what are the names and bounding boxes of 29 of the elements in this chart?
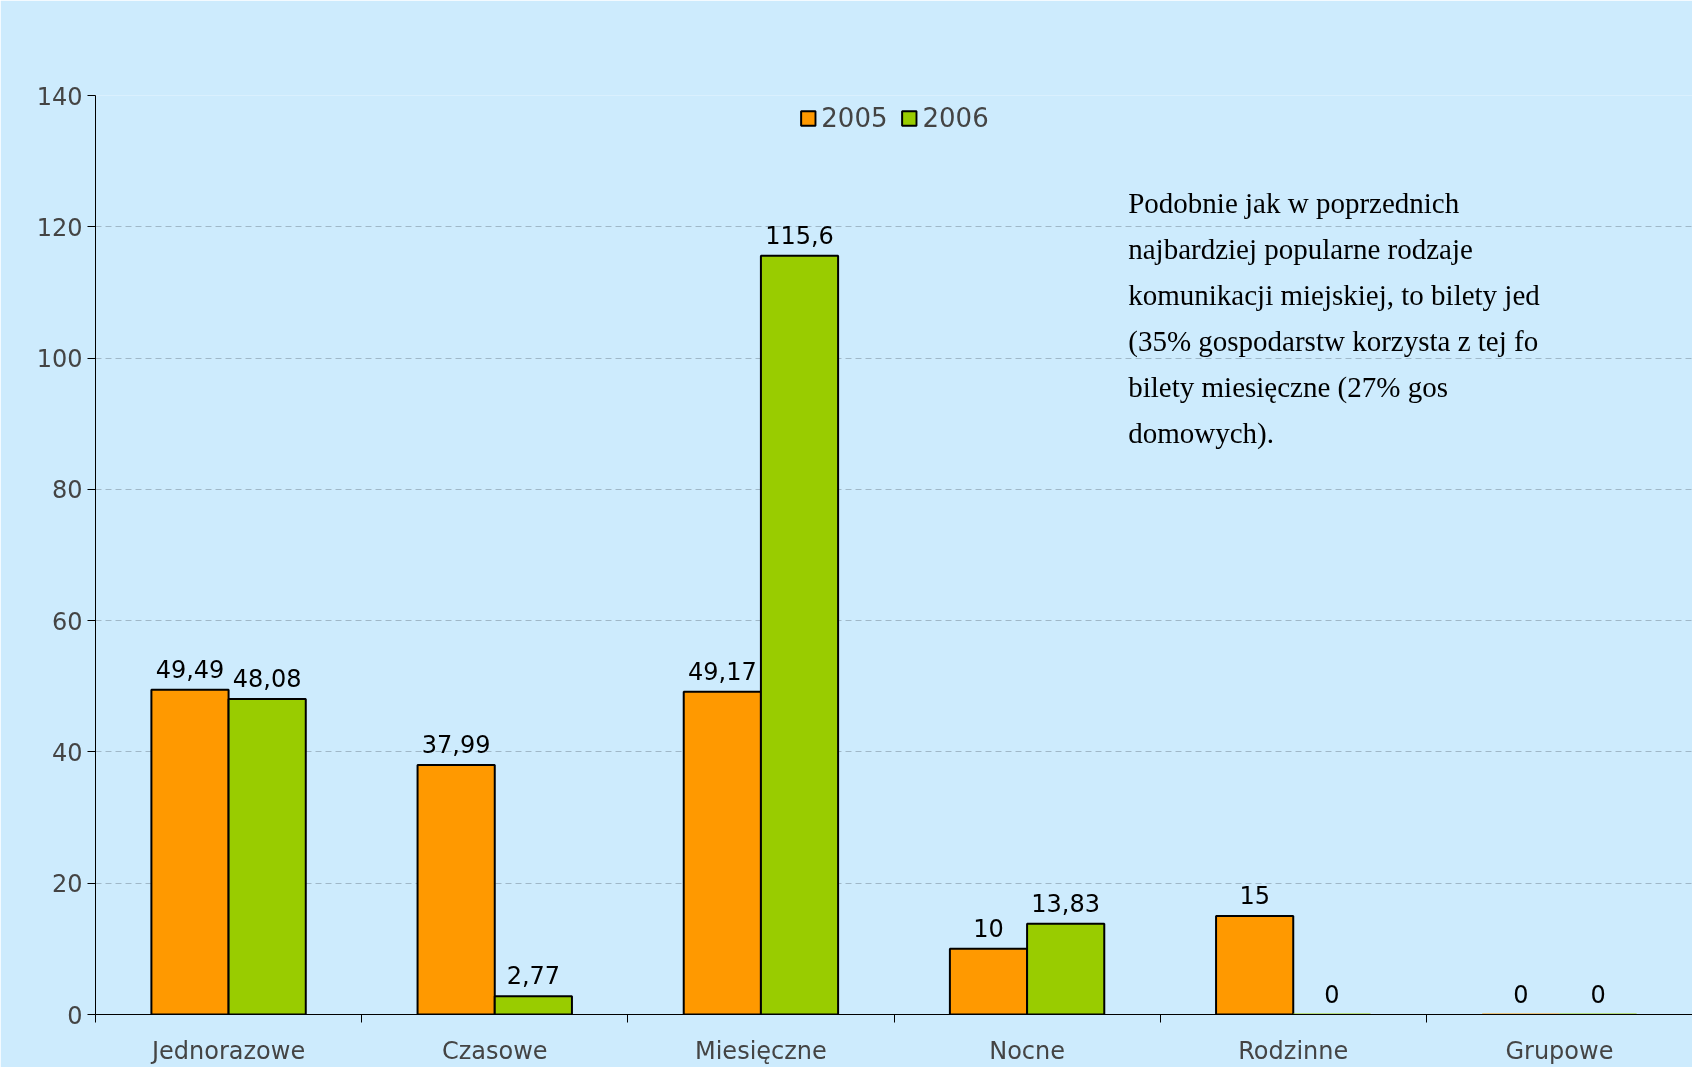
legend-label: 2006 bbox=[922, 103, 989, 133]
x-tick-label: Grupowe bbox=[1505, 1036, 1614, 1065]
y-tick-label: 140 bbox=[36, 82, 83, 111]
annotation: Podobnie jak w poprzednich najbardziej popularne rodzaje komunikacji miejskiej, to bilety jed (35% gospodarstw korzysta z tej fo bilety miesięczne (27% gos domowych). bbox=[1128, 187, 1541, 451]
data-label: 0 bbox=[1590, 980, 1606, 1009]
data-label: 13,83 bbox=[1031, 889, 1101, 918]
y-tick-label: 40 bbox=[51, 738, 83, 767]
y-tick-label: 80 bbox=[51, 476, 83, 505]
y-tick-label: 120 bbox=[36, 213, 83, 242]
x-tick-label: Rodzinne bbox=[1238, 1036, 1349, 1065]
data-label: 115,6 bbox=[765, 221, 834, 250]
data-label: 0 bbox=[1324, 980, 1340, 1009]
x-tick-label: Nocne bbox=[989, 1036, 1065, 1065]
x-tick-label: Miesięczne bbox=[694, 1036, 827, 1065]
legend-label: 2005 bbox=[821, 103, 888, 133]
y-tick-label: 0 bbox=[67, 1001, 83, 1030]
x-tick-label: Jednorazowe bbox=[149, 1036, 306, 1065]
y-tick-label: 60 bbox=[51, 607, 83, 636]
y-tick-label: 100 bbox=[36, 345, 83, 374]
data-label: 49,49 bbox=[155, 655, 225, 684]
data-label: 10 bbox=[973, 914, 1004, 943]
data-label: 37,99 bbox=[421, 731, 491, 760]
data-label: 49,17 bbox=[687, 657, 757, 686]
data-label: 15 bbox=[1239, 882, 1270, 911]
data-label: 48,08 bbox=[232, 664, 302, 693]
x-tick-label: Czasowe bbox=[441, 1036, 548, 1065]
data-label: 0 bbox=[1513, 980, 1529, 1009]
data-label: 2,77 bbox=[506, 962, 561, 991]
y-tick-label: 20 bbox=[51, 870, 83, 899]
